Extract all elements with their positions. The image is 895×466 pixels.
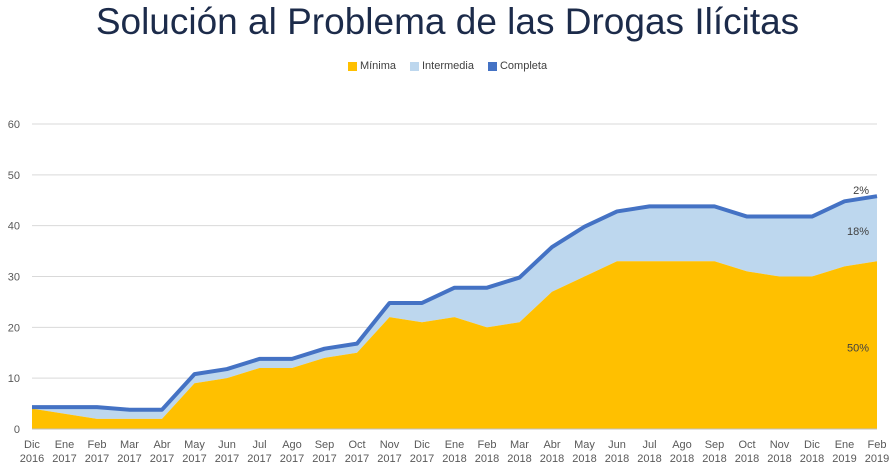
x-tick-label: Jul <box>642 439 656 451</box>
x-tick-label: Dic <box>24 439 40 451</box>
legend-label-intermedia: Intermedia <box>422 60 474 72</box>
legend-swatch-completa <box>487 61 497 71</box>
x-tick-label: 2017 <box>215 453 239 465</box>
x-tick-label: 2019 <box>832 453 856 465</box>
legend-label-minima: Mínima <box>359 60 396 72</box>
chart-legend: Mínima Intermedia Completa <box>0 60 895 72</box>
x-tick-label: Oct <box>738 439 755 451</box>
x-tick-label: 2017 <box>247 453 271 465</box>
x-tick-label: 2017 <box>150 453 174 465</box>
x-tick-label: 2018 <box>702 453 726 465</box>
legend-item-completa: Completa <box>487 60 548 72</box>
y-tick-label: 60 <box>8 119 20 131</box>
data-label: 2% <box>853 185 869 197</box>
legend-swatch-intermedia <box>410 61 419 71</box>
x-tick-label: 2017 <box>377 453 401 465</box>
x-tick-label: Sep <box>315 439 335 451</box>
x-tick-label: Ago <box>282 439 302 451</box>
x-tick-label: 2017 <box>52 453 76 465</box>
x-tick-label: Feb <box>88 439 107 451</box>
x-tick-label: 2018 <box>800 453 824 465</box>
x-tick-label: Nov <box>770 439 790 451</box>
x-tick-label: Feb <box>478 439 497 451</box>
legend-label-completa: Completa <box>499 60 548 72</box>
x-tick-label: Jul <box>252 439 266 451</box>
y-tick-label: 40 <box>8 221 20 233</box>
x-tick-label: May <box>574 439 595 451</box>
area-minima <box>32 261 877 429</box>
data-label: 18% <box>847 226 869 238</box>
x-tick-label: Mar <box>120 439 139 451</box>
x-tick-label: Abr <box>543 439 560 451</box>
x-tick-label: 2017 <box>345 453 369 465</box>
x-tick-label: May <box>184 439 205 451</box>
chart-title: Solución al Problema de las Drogas Ilíci… <box>95 1 800 42</box>
x-tick-label: 2017 <box>182 453 206 465</box>
area-completa <box>32 194 878 412</box>
x-tick-label: 2017 <box>280 453 304 465</box>
y-tick-label: 0 <box>14 424 20 436</box>
x-tick-label: Oct <box>348 439 365 451</box>
x-tick-label: 2018 <box>507 453 531 465</box>
y-tick-label: 10 <box>8 373 20 385</box>
x-tick-label: 2017 <box>85 453 109 465</box>
x-tick-label: 2016 <box>20 453 44 465</box>
x-tick-label: Sep <box>705 439 725 451</box>
x-tick-label: Ago <box>672 439 692 451</box>
x-tick-label: 2018 <box>475 453 499 465</box>
x-tick-label: 2017 <box>312 453 336 465</box>
x-tick-label: 2017 <box>410 453 434 465</box>
legend-item-intermedia: Intermedia <box>410 60 474 72</box>
x-tick-label: 2019 <box>865 453 889 465</box>
data-label: 50% <box>847 343 869 355</box>
x-tick-label: 2018 <box>670 453 694 465</box>
x-tick-label: 2018 <box>442 453 466 465</box>
x-tick-label: Dic <box>414 439 430 451</box>
x-tick-label: Ene <box>55 439 75 451</box>
x-tick-label: Mar <box>510 439 529 451</box>
x-tick-label: 2018 <box>767 453 791 465</box>
x-tick-label: Ene <box>835 439 855 451</box>
x-tick-label: Ene <box>445 439 465 451</box>
x-tick-label: Jun <box>608 439 626 451</box>
y-tick-label: 20 <box>8 322 20 334</box>
y-tick-label: 50 <box>8 170 20 182</box>
x-tick-label: 2018 <box>540 453 564 465</box>
x-tick-label: 2018 <box>735 453 759 465</box>
x-tick-label: Jun <box>218 439 236 451</box>
legend-swatch-minima <box>347 61 357 71</box>
x-tick-label: 2018 <box>605 453 629 465</box>
x-tick-label: 2018 <box>637 453 661 465</box>
x-tick-label: Nov <box>380 439 400 451</box>
y-tick-label: 30 <box>8 272 20 284</box>
x-tick-label: Dic <box>804 439 820 451</box>
legend-item-minima: Mínima <box>347 60 396 72</box>
x-tick-label: Feb <box>868 439 887 451</box>
area-intermedia <box>32 197 877 419</box>
x-tick-label: 2017 <box>117 453 141 465</box>
x-tick-label: 2018 <box>572 453 596 465</box>
x-tick-label: Abr <box>153 439 170 451</box>
